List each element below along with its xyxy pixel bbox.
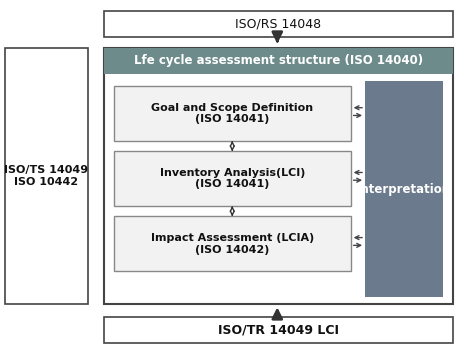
Text: ISO/TR 14049 LCI: ISO/TR 14049 LCI [218,323,339,337]
Bar [104,11,453,37]
Text: Impact Assessment (LCIA)
(ISO 14042): Impact Assessment (LCIA) (ISO 14042) [151,233,314,254]
Text: Inventory Analysis(LCI)
(ISO 14041): Inventory Analysis(LCI) (ISO 14041) [160,168,305,189]
Bar [114,151,351,206]
Bar [104,317,453,343]
Bar [114,216,351,271]
Text: ISO/RS 14048: ISO/RS 14048 [236,17,321,30]
Bar [365,81,443,297]
Bar [104,48,453,74]
Text: Goal and Scope Definition
(ISO 14041): Goal and Scope Definition (ISO 14041) [151,103,313,124]
Text: ISO/TS 14049
ISO 10442: ISO/TS 14049 ISO 10442 [4,165,88,187]
Text: Interpretation: Interpretation [357,183,451,196]
Text: Lfe cycle assessment structure (ISO 14040): Lfe cycle assessment structure (ISO 1404… [134,54,423,67]
Bar [104,48,453,304]
Bar [114,86,351,141]
Bar [5,48,88,304]
